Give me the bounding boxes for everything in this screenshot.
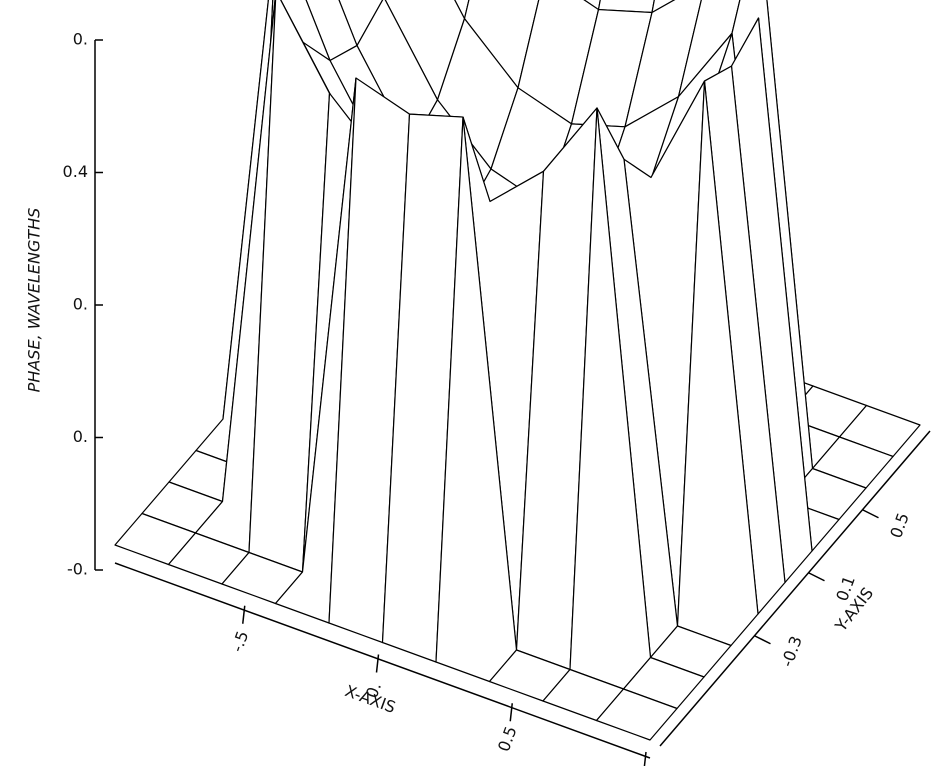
y-tick-label: -0.3 [777, 633, 806, 669]
x-tick-label: 0.5 [494, 724, 521, 754]
z-axis-label: PHASE, WAVELENGTHS [25, 208, 44, 393]
x-axis [114, 562, 651, 759]
x-tick-label: -.5 [227, 628, 252, 654]
z-tick-label: -0. [67, 560, 88, 579]
surface-cell [595, 688, 678, 741]
x-tick [643, 751, 647, 766]
z-tick-label: 0. [73, 30, 88, 49]
y-tick-label: 0.5 [886, 510, 913, 540]
y-axis [659, 430, 931, 747]
x-tick [509, 703, 513, 722]
x-tick [242, 605, 246, 624]
y-tick [862, 509, 879, 519]
y-tick [754, 635, 771, 645]
z-tick-label: 0.4 [63, 162, 88, 181]
z-tick-label: 0. [73, 295, 88, 314]
x-tick [375, 654, 380, 673]
z-tick-label: 0. [73, 427, 88, 446]
y-tick [808, 572, 825, 582]
x-tick-label: 0. [362, 680, 385, 701]
